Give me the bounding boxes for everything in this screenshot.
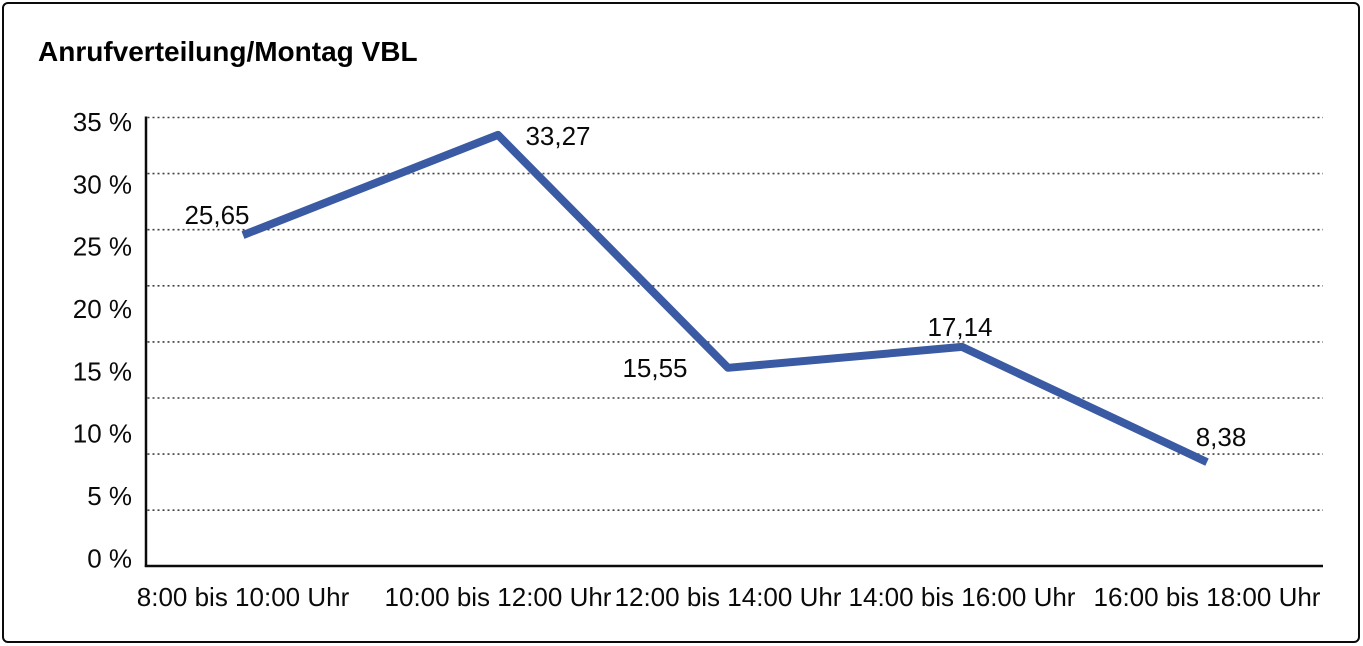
y-tick-label: 15 %: [73, 356, 132, 386]
data-value-label: 8,38: [1196, 422, 1247, 452]
y-tick-label: 35 %: [73, 107, 132, 137]
gridlines: [147, 116, 1323, 512]
y-tick-label: 30 %: [73, 169, 132, 199]
data-series-line: [241, 130, 1209, 466]
y-tick-label: 20 %: [73, 294, 132, 324]
x-axis-category-labels: 8:00 bis 10:00 Uhr 10:00 bis 12:00 Uhr 12:…: [137, 582, 1321, 612]
y-axis-tick-labels: 35 % 30 % 25 % 20 % 15 % 10 % 5 % 0 %: [73, 107, 132, 573]
x-category-label: 16:00 bis 18:00 Uhr: [1094, 582, 1321, 612]
y-tick-label: 5 %: [87, 481, 132, 511]
x-category-label: 12:00 bis 14:00 Uhr: [615, 582, 842, 612]
data-value-label: 33,27: [525, 121, 590, 151]
data-value-label: 25,65: [184, 200, 249, 230]
x-category-label: 14:00 bis 16:00 Uhr: [849, 582, 1076, 612]
data-value-label: 17,14: [927, 312, 992, 342]
chart-title: Anrufverteilung/Montag VBL: [38, 36, 418, 67]
data-value-label: 15,55: [622, 353, 687, 383]
y-tick-label: 10 %: [73, 419, 132, 449]
y-tick-label: 25 %: [73, 232, 132, 262]
x-category-label: 10:00 bis 12:00 Uhr: [385, 582, 612, 612]
y-tick-label: 0 %: [87, 543, 132, 573]
data-point-value-labels: 25,65 33,27 15,55 17,14 8,38: [184, 121, 1246, 452]
x-category-label: 8:00 bis 10:00 Uhr: [137, 582, 350, 612]
